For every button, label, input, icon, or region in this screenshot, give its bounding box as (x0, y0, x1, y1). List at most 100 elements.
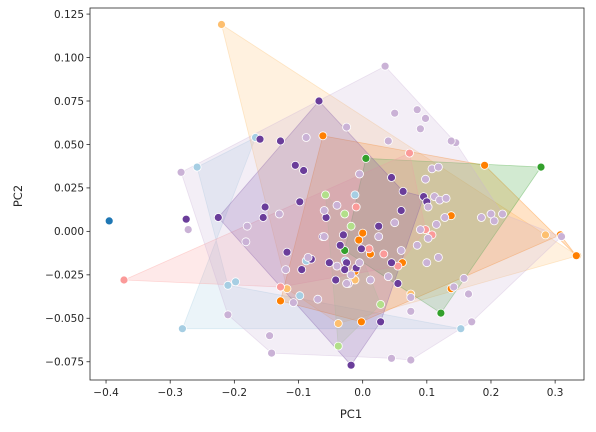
point-8-53 (383, 272, 393, 282)
point-8-4 (557, 232, 566, 242)
x-axis-label: PC1 (340, 407, 362, 421)
point-7-8 (258, 213, 268, 222)
y-tick-label: 0.025 (54, 183, 84, 195)
point-1-2 (192, 162, 202, 172)
y-tick-label: 0.050 (54, 139, 84, 151)
point-8-59 (303, 252, 313, 262)
point-8-47 (319, 232, 329, 242)
point-3-0 (276, 296, 285, 306)
x-axis-ticks: −0.4 −0.3 −0.2 −0.1 0.0 0.1 0.2 0.3 (93, 380, 563, 399)
point-8-40 (406, 292, 416, 302)
point-8-43 (390, 218, 400, 228)
point-8-55 (265, 331, 275, 341)
point-1-7 (350, 190, 360, 200)
point-7-18 (335, 240, 345, 250)
point-2-6 (541, 230, 550, 240)
point-7-19 (338, 230, 348, 240)
point-8-16 (412, 105, 422, 115)
y-tick-label: 0.100 (54, 52, 84, 64)
point-1-3 (223, 280, 233, 290)
point-2-0 (217, 20, 226, 29)
hull-group-1 (181, 136, 461, 330)
y-tick-label: −0.025 (45, 270, 84, 282)
point-8-32 (422, 258, 432, 268)
point-8-50 (346, 270, 356, 280)
point-7-12 (299, 166, 309, 175)
point-7-29 (340, 265, 350, 275)
point-8-62 (342, 279, 352, 288)
point-8-35 (459, 273, 469, 283)
point-8-28 (431, 219, 441, 229)
point-8-5 (467, 317, 477, 327)
point-7-22 (356, 244, 366, 254)
point-6-1 (405, 148, 414, 158)
point-1-5 (295, 291, 305, 301)
point-6-7 (364, 244, 374, 254)
point-2-2 (333, 319, 343, 328)
point-7-24 (387, 258, 396, 268)
point-8-44 (374, 232, 384, 242)
point-8-14 (355, 169, 364, 179)
point-6-6 (379, 249, 389, 259)
point-8-0 (176, 167, 186, 177)
point-8-42 (396, 246, 406, 255)
point-8-6 (406, 355, 416, 365)
point-6-0 (119, 275, 129, 285)
point-7-13 (282, 247, 292, 257)
point-7-9 (260, 202, 270, 212)
point-8-7 (387, 353, 396, 363)
point-8-29 (415, 225, 425, 235)
x-tick-label: −0.4 (93, 387, 119, 399)
point-8-51 (355, 258, 364, 268)
y-tick-label: 0.125 (54, 9, 84, 21)
point-7-23 (374, 221, 384, 231)
point-1-0 (177, 324, 187, 334)
point-8-9 (223, 310, 233, 320)
point-8-15 (390, 108, 400, 118)
x-tick-label: 0.1 (418, 387, 435, 399)
point-3-7 (354, 235, 364, 245)
point-8-12 (301, 133, 311, 142)
point-3-5 (356, 317, 366, 327)
hull-group-2 (220, 23, 579, 324)
point-3-3 (571, 251, 581, 261)
point-3-6 (358, 228, 368, 238)
axes-frame (89, 7, 585, 381)
point-8-18 (421, 114, 430, 123)
point-3-2 (480, 160, 490, 170)
x-tick-label: 0.0 (354, 387, 371, 399)
point-8-17 (415, 124, 425, 134)
point-8-11 (241, 237, 251, 247)
y-tick-label: 0.000 (54, 226, 84, 238)
point-8-36 (464, 289, 473, 299)
point-7-3 (376, 317, 386, 327)
point-8-19 (446, 136, 456, 146)
x-tick-label: 0.3 (547, 387, 564, 399)
point-8-54 (383, 136, 393, 146)
point-7-30 (324, 258, 334, 268)
point-8-33 (433, 252, 443, 262)
point-7-31 (297, 265, 307, 275)
point-7-6 (181, 214, 191, 224)
point-7-11 (295, 197, 305, 207)
point-8-3 (498, 209, 507, 219)
point-5-0 (321, 190, 330, 200)
point-6-5 (351, 202, 361, 212)
point-8-58 (242, 221, 252, 231)
point-8-39 (489, 216, 499, 226)
point-7-4 (346, 360, 356, 370)
point-5-2 (376, 299, 386, 309)
point-8-25 (441, 193, 451, 203)
point-8-31 (412, 240, 422, 250)
point-5-1 (340, 209, 350, 219)
point-7-1 (398, 186, 408, 196)
point-8-48 (313, 294, 323, 304)
point-1-9 (456, 324, 466, 334)
point-8-13 (342, 122, 352, 132)
y-axis-label: PC2 (11, 185, 25, 207)
point-8-45 (319, 206, 329, 215)
point-4-2 (436, 308, 446, 318)
point-7-10 (290, 160, 300, 170)
x-tick-label: −0.3 (157, 387, 183, 399)
